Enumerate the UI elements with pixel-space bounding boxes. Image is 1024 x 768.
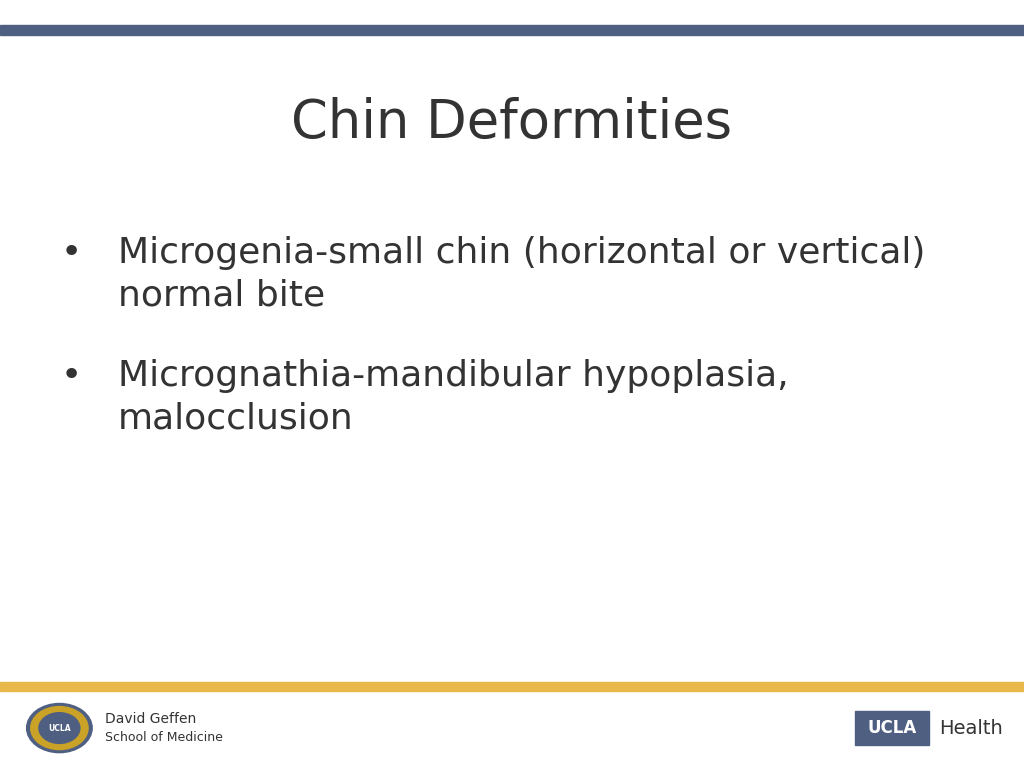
Text: UCLA: UCLA [867, 719, 916, 737]
Text: normal bite: normal bite [118, 279, 325, 313]
Text: Microgenia-small chin (horizontal or vertical): Microgenia-small chin (horizontal or ver… [118, 237, 925, 270]
Text: Chin Deformities: Chin Deformities [292, 97, 732, 149]
Circle shape [27, 703, 92, 753]
Circle shape [39, 713, 80, 743]
Text: UCLA: UCLA [48, 723, 71, 733]
Text: •: • [61, 237, 82, 270]
Circle shape [31, 707, 88, 750]
Bar [855, 711, 929, 745]
Text: Micrognathia-mandibular hypoplasia,: Micrognathia-mandibular hypoplasia, [118, 359, 788, 393]
Text: School of Medicine: School of Medicine [105, 731, 223, 743]
Text: •: • [61, 359, 82, 393]
Text: David Geffen: David Geffen [105, 712, 197, 726]
Text: Health: Health [939, 719, 1002, 737]
Bar [0, 25, 1024, 35]
Text: malocclusion: malocclusion [118, 402, 353, 435]
Bar [0, 682, 1024, 691]
